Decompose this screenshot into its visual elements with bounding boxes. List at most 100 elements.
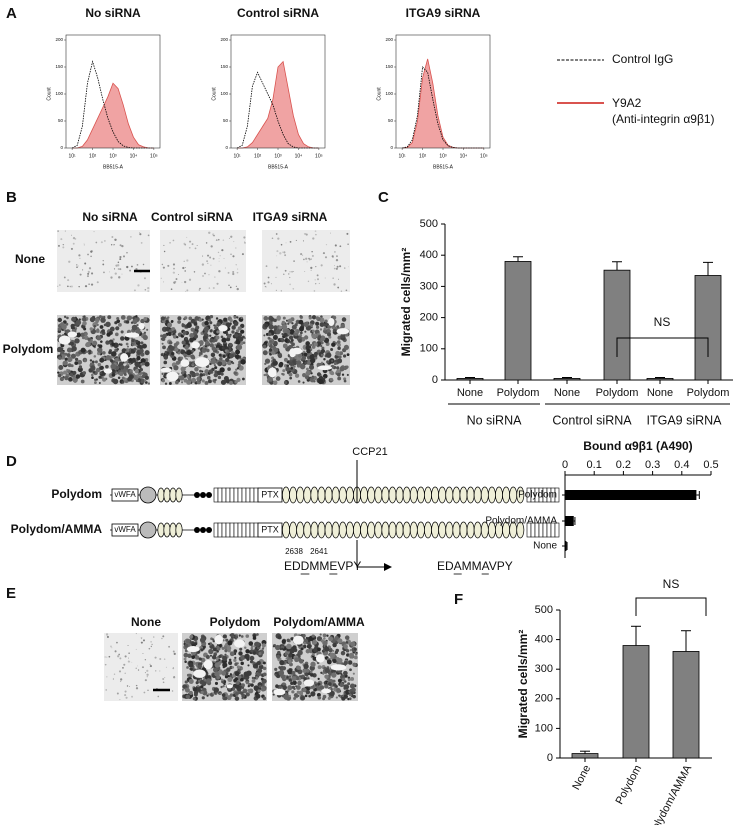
domain-oval (157, 487, 165, 503)
cell (128, 657, 129, 659)
cell (175, 278, 178, 280)
cell (119, 699, 121, 701)
cell (286, 643, 292, 650)
cell (87, 337, 91, 341)
cell (238, 344, 241, 347)
cell (320, 315, 323, 318)
cell (343, 349, 346, 352)
cell (74, 361, 79, 365)
cell (245, 649, 250, 654)
cell (265, 373, 269, 377)
cell (204, 272, 206, 275)
cell (140, 358, 146, 364)
cell (204, 320, 209, 326)
cell (343, 377, 347, 381)
domain-dot (194, 492, 200, 498)
domain-box (257, 522, 283, 538)
cell (295, 685, 298, 688)
panel-label: E (6, 585, 16, 602)
x-tick-label: 10² (419, 153, 427, 159)
cell (275, 233, 278, 235)
cell (350, 677, 355, 681)
cell (307, 280, 310, 283)
micrograph (160, 230, 246, 292)
cell (184, 267, 186, 269)
cell (236, 345, 242, 350)
gap (203, 659, 213, 670)
cell (302, 634, 306, 638)
cell (98, 344, 103, 349)
cell (137, 669, 140, 671)
bar (456, 378, 484, 381)
cell (288, 678, 293, 682)
domain-stripe (249, 522, 255, 538)
cell (313, 647, 319, 653)
y-tick-label: Polydom (518, 490, 557, 501)
cell (115, 326, 120, 331)
cell (144, 659, 147, 661)
cell (280, 674, 286, 679)
cell (303, 258, 305, 261)
cell (85, 350, 89, 354)
domain-label: PTX (261, 489, 279, 499)
cell (284, 692, 288, 696)
cell (110, 244, 113, 246)
cell (91, 360, 95, 364)
cell (139, 233, 142, 236)
cell (228, 660, 233, 665)
cell (338, 634, 341, 637)
domain-oval (487, 486, 496, 504)
cell (345, 649, 350, 653)
cell (90, 255, 92, 258)
cell (123, 255, 125, 258)
cell (135, 315, 138, 318)
gap (330, 664, 347, 671)
cell (247, 684, 250, 688)
domain-oval (338, 521, 347, 539)
y-tick-label: 500 (535, 604, 553, 616)
cell (110, 645, 112, 648)
histogram-line (72, 82, 154, 149)
group-label: Control siRNA (552, 413, 632, 427)
construct-label: Polydom/AMMA (11, 522, 103, 536)
chart-title: Bound α9β1 (A490) (583, 439, 692, 453)
cell (127, 645, 129, 647)
gap (214, 634, 223, 645)
cell (297, 680, 302, 686)
cell (223, 317, 228, 322)
cell (324, 674, 329, 679)
cell (245, 680, 250, 685)
y-tick-label: 150 (220, 64, 228, 69)
bar (672, 651, 700, 759)
cell (233, 241, 235, 243)
cell (215, 317, 219, 320)
cell (171, 690, 174, 692)
cell (221, 346, 225, 350)
cell (271, 356, 275, 360)
cell (208, 318, 211, 322)
cell (281, 639, 286, 644)
cell (161, 372, 164, 375)
cell (149, 665, 152, 668)
cell (320, 349, 326, 354)
domain-stripe (221, 522, 227, 538)
domain-oval (289, 521, 298, 539)
cell (325, 352, 332, 358)
cell (141, 638, 143, 640)
cell (147, 689, 149, 692)
cell (100, 317, 106, 323)
cell (75, 374, 81, 379)
cell (316, 692, 321, 697)
cell (315, 316, 320, 320)
cell (188, 278, 192, 281)
column-label: Polydom/AMMA (273, 615, 365, 629)
cell (222, 684, 225, 688)
domain-oval (388, 486, 397, 504)
cell (117, 655, 120, 658)
cell (117, 264, 120, 267)
cell (279, 659, 285, 666)
cell (298, 690, 304, 696)
cell (317, 278, 319, 281)
cell (57, 327, 62, 331)
gap (103, 368, 113, 374)
